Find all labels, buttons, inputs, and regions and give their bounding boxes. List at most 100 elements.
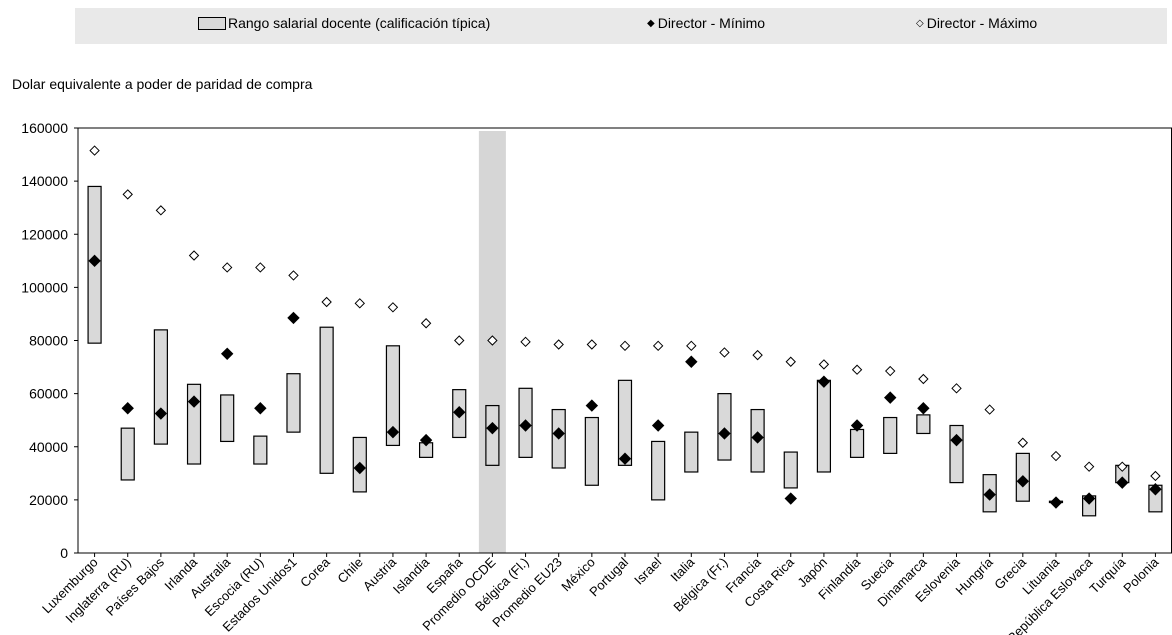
x-tick-label: Israel (631, 554, 664, 587)
filled-diamond-icon: ◆ (647, 17, 655, 29)
director-max-marker (155, 205, 167, 216)
director-min-marker (88, 254, 101, 268)
legend-item-min: ◆ Director - Mínimo (647, 8, 765, 38)
director-max-marker (354, 298, 365, 309)
director-min-marker (784, 492, 797, 505)
director-max-marker (520, 336, 531, 348)
legend-label-range: Rango salarial docente (calificación típ… (228, 15, 491, 31)
director-max-marker (1083, 461, 1095, 472)
director-max-marker (885, 365, 896, 377)
director-min-marker (187, 395, 201, 408)
x-tick-label: Islandia (390, 554, 433, 597)
hollow-diamond-icon: ◇ (916, 17, 924, 29)
director-min-marker (884, 391, 897, 404)
director-min-marker (950, 433, 963, 447)
range-bar (883, 416, 898, 454)
director-min-marker (1116, 476, 1129, 489)
director-max-marker (321, 296, 332, 308)
director-min-marker (718, 427, 731, 440)
y-tick-label: 140000 (21, 173, 68, 189)
director-min-marker (353, 461, 366, 475)
director-max-marker (487, 335, 498, 346)
director-max-marker (1150, 470, 1161, 482)
director-min-marker (519, 419, 532, 432)
director-min-marker (1149, 483, 1162, 496)
y-tick-label: 160000 (21, 120, 68, 136)
y-tick-label: 100000 (21, 279, 68, 295)
director-min-marker (1049, 496, 1063, 509)
range-bar (651, 440, 666, 501)
legend-label-max: Director - Máximo (926, 15, 1038, 31)
legend: Rango salarial docente (calificación típ… (75, 8, 1167, 44)
x-tick-label: Polonia (1120, 554, 1162, 596)
range-bar (816, 379, 832, 473)
director-max-marker (951, 383, 962, 394)
director-min-marker (220, 347, 234, 360)
range-bar (717, 393, 732, 461)
legend-label-min: Director - Mínimo (657, 15, 766, 31)
director-max-marker (89, 145, 100, 156)
director-max-marker (984, 404, 995, 415)
director-min-marker (917, 402, 930, 415)
director-min-marker (585, 399, 599, 412)
director-min-marker (1016, 475, 1030, 488)
range-bar (485, 404, 500, 466)
director-max-marker (586, 339, 598, 350)
range-bar (220, 394, 235, 443)
range-bar (153, 329, 168, 445)
range-bar (385, 345, 401, 447)
range-bar (916, 414, 931, 435)
x-tick-label: Turquía (1086, 554, 1128, 596)
director-min-marker (850, 419, 864, 432)
y-tick-label: 60000 (29, 386, 68, 402)
director-min-marker (1082, 492, 1096, 505)
director-max-marker (255, 262, 266, 273)
range-bar (617, 379, 633, 466)
director-max-marker (785, 356, 796, 367)
range-bar (253, 435, 268, 465)
director-min-marker (817, 375, 831, 388)
legend-item-range: Rango salarial docente (calificación típ… (198, 8, 490, 38)
director-min-marker (287, 311, 300, 325)
director-min-marker (254, 402, 267, 415)
y-tick-label: 20000 (29, 492, 68, 508)
director-max-marker (851, 364, 863, 375)
x-tick-label: Corea (297, 554, 333, 590)
director-min-marker (618, 452, 632, 465)
director-max-marker (686, 340, 697, 352)
legend-item-max: ◇ Director - Máximo (916, 8, 1037, 38)
director-max-marker (387, 302, 399, 313)
director-max-marker (288, 270, 299, 281)
range-box-swatch (198, 16, 226, 30)
director-max-marker (652, 340, 664, 352)
range-bar (319, 326, 334, 474)
axes-layer: 0 20000 40000 60000 80000 100000 120000 140000 1… (21, 120, 1172, 561)
director-max-marker (188, 250, 200, 261)
director-min-marker (453, 406, 466, 419)
director-max-marker (818, 359, 830, 370)
y-axis-unit-label: Dolar equivalente a poder de paridad de … (12, 76, 313, 92)
director-min-marker (419, 433, 433, 447)
markers-layer (88, 145, 1162, 509)
range-bar (584, 416, 599, 486)
y-tick-label: 80000 (29, 333, 68, 349)
director-max-marker (719, 347, 730, 358)
director-max-marker (1050, 450, 1062, 462)
director-max-marker (221, 262, 233, 273)
director-max-marker (1017, 437, 1029, 448)
director-min-marker (983, 488, 996, 501)
y-tick-label: 0 (60, 545, 68, 561)
range-bar (783, 451, 798, 489)
director-max-marker (918, 373, 929, 385)
director-max-marker (752, 349, 763, 361)
y-tick-label: 40000 (29, 439, 68, 455)
director-min-marker (486, 421, 499, 435)
director-min-marker (751, 431, 764, 444)
director-min-marker (121, 402, 134, 415)
range-bars-layer (87, 185, 1163, 517)
director-max-marker (619, 340, 631, 352)
y-tick-label: 120000 (21, 226, 68, 242)
director-max-marker (1117, 461, 1128, 472)
